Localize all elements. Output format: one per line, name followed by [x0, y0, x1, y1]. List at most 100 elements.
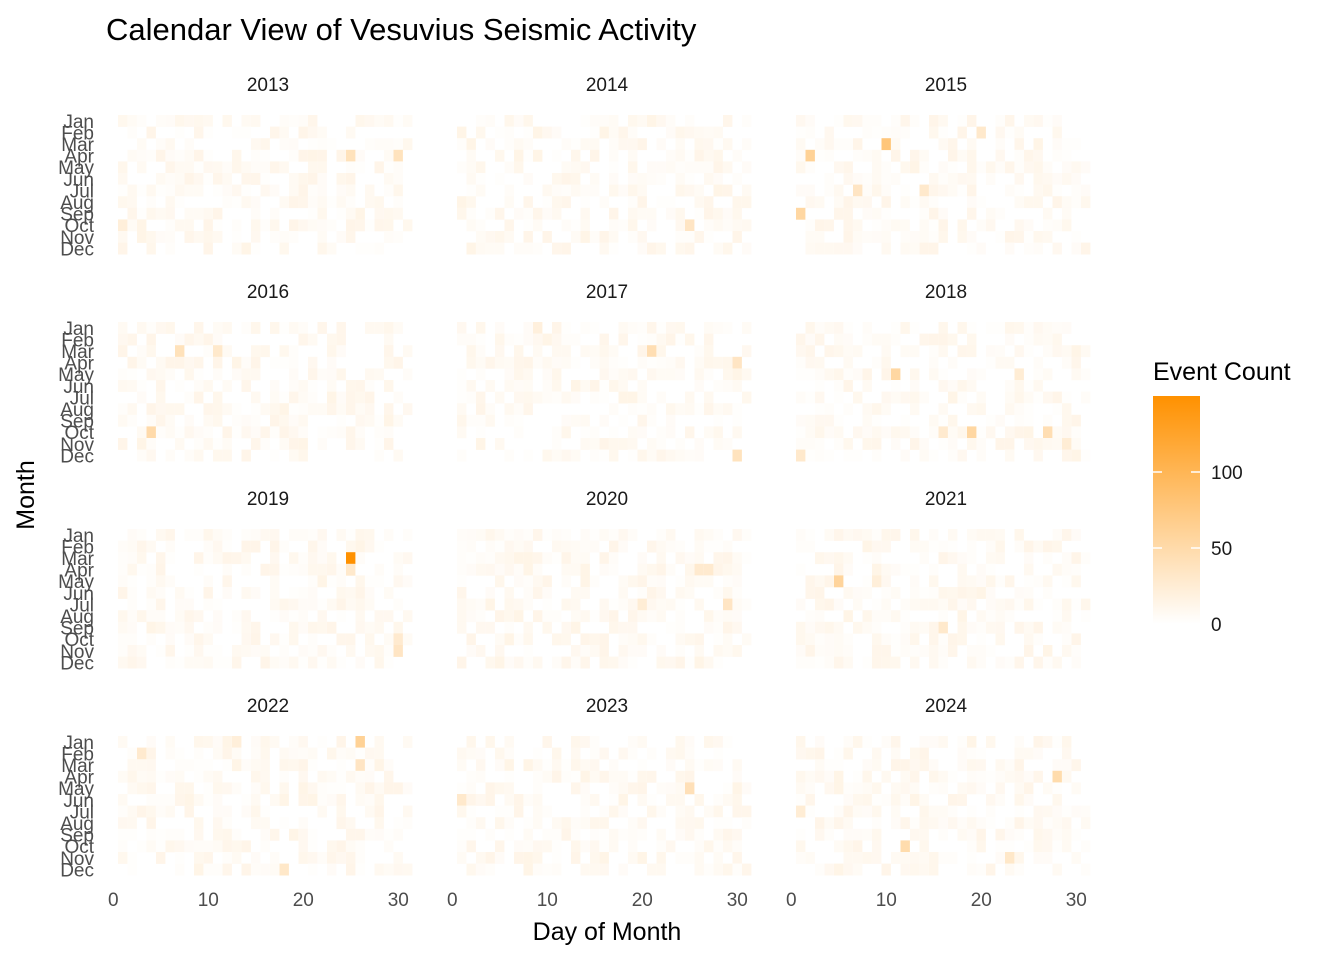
- heatmap-cell: [900, 184, 910, 197]
- heatmap-cell: [346, 828, 356, 841]
- heatmap-cell: [723, 552, 733, 565]
- heatmap-cell: [881, 126, 891, 139]
- heatmap-cell: [609, 621, 619, 634]
- heatmap-cell: [165, 805, 175, 818]
- heatmap-cell: [938, 403, 948, 416]
- heatmap-cell: [815, 736, 825, 748]
- heatmap-cell: [222, 184, 232, 197]
- heatmap-cell: [355, 380, 365, 392]
- heatmap-cell: [504, 782, 514, 795]
- heatmap-cell: [675, 184, 685, 197]
- heatmap-cell: [127, 540, 137, 553]
- heatmap-cell: [1071, 529, 1081, 541]
- heatmap-cell: [165, 149, 175, 162]
- heatmap-cell: [1062, 345, 1072, 358]
- heatmap-cell: [957, 219, 967, 232]
- heatmap-cell: [298, 438, 308, 450]
- heatmap-cell: [118, 184, 128, 197]
- heatmap-cell: [713, 852, 723, 864]
- heatmap-cell: [523, 242, 533, 255]
- heatmap-cell: [815, 645, 825, 657]
- heatmap-cell: [213, 391, 223, 404]
- heatmap-cell: [260, 817, 270, 830]
- heatmap-cell: [289, 356, 299, 369]
- heatmap-cell: [298, 747, 308, 760]
- heatmap-cell: [853, 863, 863, 876]
- heatmap-cell: [137, 380, 147, 392]
- heatmap-cell: [232, 149, 242, 162]
- heatmap-cell: [929, 575, 939, 588]
- heatmap-cell: [1014, 322, 1024, 334]
- heatmap-cell: [815, 817, 825, 830]
- heatmap-cell: [704, 426, 714, 439]
- heatmap-cell: [872, 794, 882, 806]
- heatmap-cell: [881, 645, 891, 657]
- heatmap-cell: [203, 161, 213, 174]
- heatmap-cell: [967, 231, 977, 243]
- heatmap-cell: [1005, 184, 1015, 197]
- heatmap-cell: [175, 794, 185, 806]
- heatmap-cell: [628, 828, 638, 841]
- heatmap-cell: [137, 184, 147, 197]
- heatmap-cell: [374, 207, 384, 220]
- heatmap-cell: [675, 138, 685, 151]
- heatmap-cell: [156, 794, 166, 806]
- heatmap-cell: [637, 449, 647, 462]
- heatmap-cell: [476, 115, 486, 127]
- heatmap-cell: [666, 529, 676, 541]
- heatmap-cell: [466, 173, 476, 185]
- heatmap-cell: [1033, 747, 1043, 760]
- heatmap-cell: [384, 782, 394, 795]
- heatmap-cell: [552, 540, 562, 553]
- heatmap-cell: [666, 149, 676, 162]
- panel-title-2021: 2021: [925, 489, 967, 510]
- heatmap-cell: [685, 149, 695, 162]
- heatmap-cell: [298, 529, 308, 541]
- heatmap-cell: [666, 782, 676, 795]
- heatmap-cell: [967, 656, 977, 669]
- heatmap-cell: [580, 645, 590, 657]
- heatmap-cell: [628, 529, 638, 541]
- heatmap-cell: [609, 356, 619, 369]
- heatmap-cell: [732, 173, 742, 185]
- heatmap-cell: [403, 219, 413, 232]
- heatmap-cell: [194, 794, 204, 806]
- heatmap-cell: [580, 840, 590, 853]
- heatmap-cell: [194, 633, 204, 646]
- heatmap-cell: [384, 322, 394, 334]
- heatmap-cell: [289, 219, 299, 232]
- heatmap-cell: [552, 840, 562, 853]
- heatmap-cell: [713, 621, 723, 634]
- month-tick-label: Jun: [63, 377, 94, 398]
- heatmap-cell: [495, 817, 505, 830]
- heatmap-cell: [260, 645, 270, 657]
- heatmap-cell: [1062, 645, 1072, 657]
- heatmap-cell: [308, 840, 318, 853]
- heatmap-cell: [146, 587, 156, 599]
- heatmap-cell: [618, 438, 628, 450]
- heatmap-cell: [834, 368, 844, 381]
- heatmap-cell: [365, 322, 375, 334]
- heatmap-cell: [184, 529, 194, 541]
- heatmap-cell: [910, 645, 920, 657]
- heatmap-cell: [466, 598, 476, 611]
- heatmap-cell: [260, 840, 270, 853]
- heatmap-cell: [495, 782, 505, 795]
- heatmap-cell: [656, 840, 666, 853]
- heatmap-cell: [1071, 575, 1081, 588]
- heatmap-cell: [260, 138, 270, 151]
- heatmap-cell: [289, 552, 299, 565]
- heatmap-cell: [571, 610, 581, 623]
- heatmap-cell: [704, 231, 714, 243]
- heatmap-cell: [872, 219, 882, 232]
- heatmap-cell: [457, 747, 467, 760]
- heatmap-cell: [365, 242, 375, 255]
- heatmap-cell: [495, 345, 505, 358]
- heatmap-cell: [1024, 552, 1034, 565]
- heatmap-cell: [466, 563, 476, 576]
- heatmap-cell: [561, 345, 571, 358]
- heatmap-cell: [542, 736, 552, 748]
- heatmap-cell: [165, 173, 175, 185]
- heatmap-cell: [609, 184, 619, 197]
- heatmap-cell: [213, 333, 223, 346]
